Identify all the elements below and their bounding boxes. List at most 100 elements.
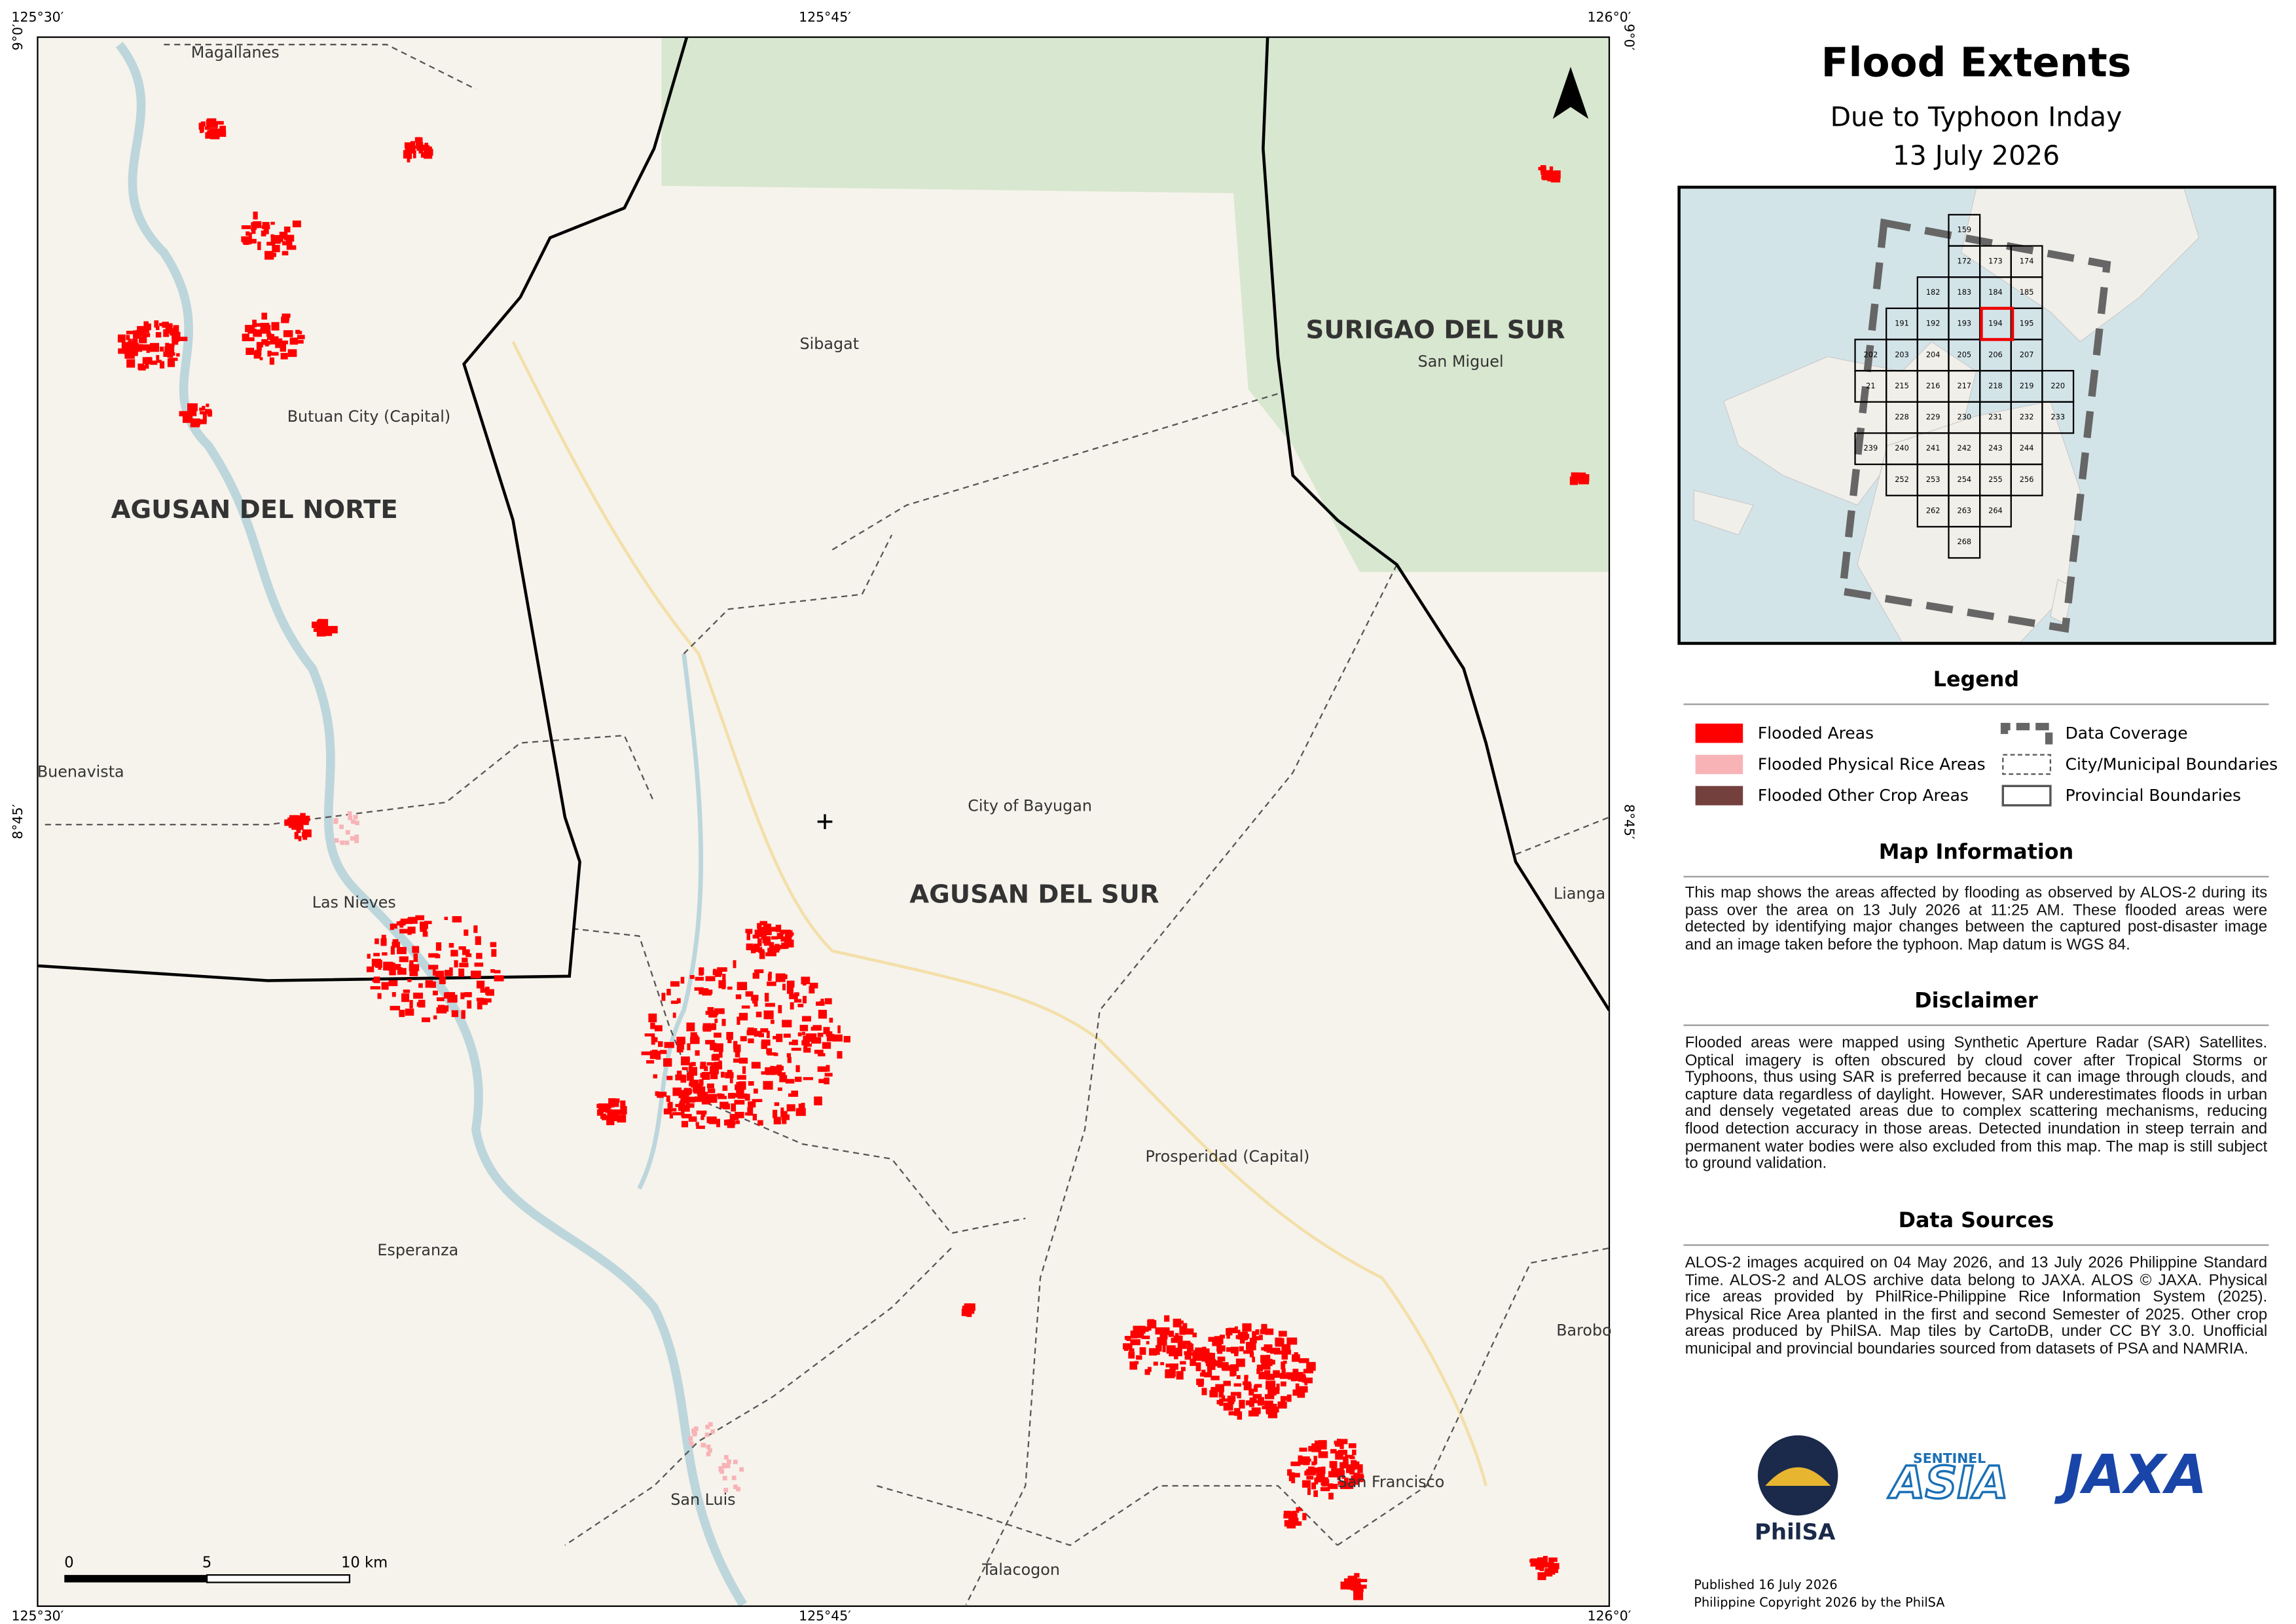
legend-label: City/Municipal Boundaries xyxy=(2066,755,2278,774)
flood-patch xyxy=(1171,1337,1178,1343)
flood-patch xyxy=(773,1109,778,1118)
rice-flood-patch xyxy=(718,1466,723,1471)
flood-patch xyxy=(817,1053,826,1057)
flood-patch xyxy=(657,1041,663,1047)
place-label: San Luis xyxy=(670,1490,735,1509)
flood-patch xyxy=(285,820,292,824)
flood-patch xyxy=(390,1006,401,1010)
flood-patch xyxy=(1284,1397,1289,1401)
flood-patch xyxy=(765,1067,771,1072)
flood-patch xyxy=(620,1106,627,1115)
flood-patch xyxy=(706,1083,714,1089)
flood-patch xyxy=(266,242,276,246)
flood-patch xyxy=(409,964,420,971)
flood-patch xyxy=(1249,1352,1254,1357)
flood-patch xyxy=(246,337,255,341)
flood-patch xyxy=(1537,1572,1546,1580)
rice-flood-patch xyxy=(354,838,359,843)
tile-label: 183 xyxy=(1957,287,1971,297)
flood-patch xyxy=(680,1096,690,1104)
flood-patch xyxy=(1259,1335,1263,1340)
flood-patch xyxy=(1264,1400,1273,1407)
tile-label: 195 xyxy=(2020,319,2034,328)
flood-patch xyxy=(763,1010,774,1020)
flood-patch xyxy=(1281,1381,1286,1387)
flood-patch xyxy=(462,949,470,955)
flood-patch xyxy=(1317,1476,1324,1483)
flood-patch xyxy=(735,1120,740,1124)
flood-patch xyxy=(596,1109,602,1116)
flood-patch xyxy=(275,342,280,348)
flood-patch xyxy=(1212,1360,1220,1367)
flood-patch xyxy=(1318,1441,1327,1450)
flood-patch xyxy=(140,344,151,351)
flood-patch xyxy=(786,1053,792,1058)
rice-flood-patch xyxy=(347,811,352,816)
flood-patch xyxy=(695,976,704,981)
flood-patch xyxy=(405,1008,414,1016)
place-label: Barobo xyxy=(1556,1321,1611,1340)
flood-patch xyxy=(1230,1364,1239,1371)
tile-label: 243 xyxy=(1988,443,2003,452)
flood-patch xyxy=(706,1062,713,1066)
tile-label: 182 xyxy=(1926,287,1941,297)
flood-patch xyxy=(1540,165,1546,173)
flood-patch xyxy=(1286,1337,1298,1345)
flood-patch xyxy=(1344,1485,1354,1489)
flood-patch xyxy=(729,1076,733,1084)
flood-patch xyxy=(1353,1579,1359,1587)
forest-area xyxy=(661,37,1610,572)
flood-patch xyxy=(787,1057,792,1063)
flood-patch xyxy=(474,962,484,967)
flood-patch xyxy=(1251,1407,1261,1414)
flood-patch xyxy=(163,351,168,358)
tile-label: 185 xyxy=(2020,287,2034,297)
flood-patch xyxy=(452,916,462,923)
flood-patch xyxy=(1261,1323,1267,1333)
flood-patch xyxy=(756,1011,762,1018)
flood-patch xyxy=(751,1061,761,1069)
flood-patch xyxy=(755,931,763,938)
flood-patch xyxy=(1211,1387,1216,1393)
place-label: Sibagat xyxy=(800,335,859,353)
tile-label: 218 xyxy=(1988,381,2003,390)
flood-patch xyxy=(1244,1378,1248,1386)
flood-patch xyxy=(1544,1568,1550,1572)
tile-label: 216 xyxy=(1926,381,1941,390)
flood-patch xyxy=(690,1032,697,1037)
flood-patch xyxy=(826,1065,830,1072)
flood-patch xyxy=(666,988,671,996)
flood-patch xyxy=(1175,1333,1179,1342)
flood-patch xyxy=(1314,1477,1319,1485)
flood-patch xyxy=(312,621,319,628)
flood-patch xyxy=(443,992,452,999)
flood-patch xyxy=(699,967,704,975)
flood-patch xyxy=(780,1111,788,1117)
flood-patch xyxy=(1298,1507,1302,1511)
flood-patch xyxy=(766,1048,773,1054)
flood-patch xyxy=(1128,1352,1135,1359)
flood-patch xyxy=(371,959,381,967)
flood-patch xyxy=(1219,1398,1224,1406)
flood-patch xyxy=(283,226,291,232)
flood-patch xyxy=(962,1310,968,1315)
flood-patch xyxy=(615,1100,619,1107)
flood-patch xyxy=(397,947,407,955)
flood-patch xyxy=(261,231,266,236)
flood-patch xyxy=(266,333,272,340)
flood-patch xyxy=(1233,1383,1241,1387)
flood-patch xyxy=(757,1120,763,1126)
flood-patch xyxy=(742,1066,746,1074)
flood-patch xyxy=(764,993,769,1002)
flood-patch xyxy=(709,1010,719,1016)
flood-patch xyxy=(132,339,138,343)
flood-patch xyxy=(1156,1345,1162,1352)
flood-patch xyxy=(297,335,305,340)
flood-patch xyxy=(1543,1556,1548,1564)
flood-patch xyxy=(1211,1375,1220,1380)
flood-patch xyxy=(1329,1485,1337,1489)
logo-text: ASIA xyxy=(1887,1458,2009,1509)
